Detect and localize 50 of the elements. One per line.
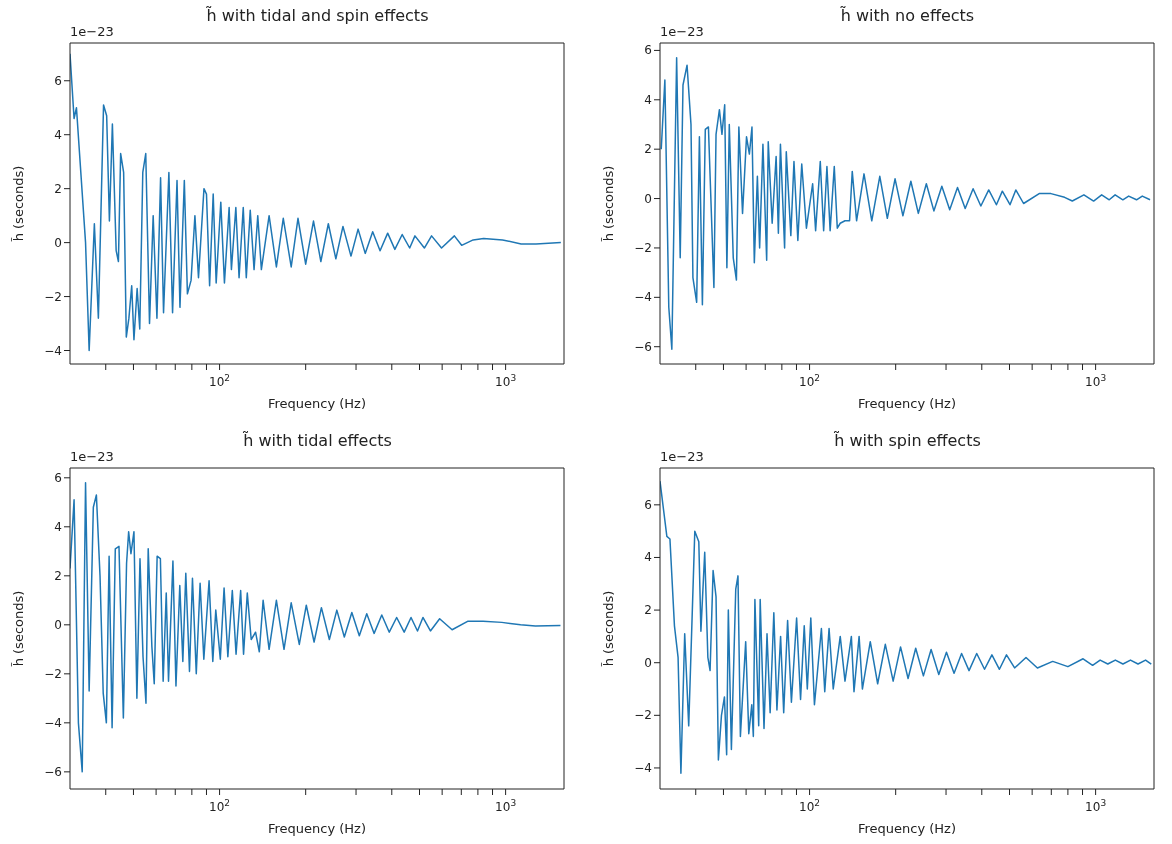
chart-title: h̃ with tidal and spin effects [205, 6, 430, 25]
y-tick-label: −4 [634, 290, 652, 305]
x-tick-label: 10$^{3}$ [1085, 373, 1107, 389]
x-axis-title: Frequency (Hz) [267, 396, 367, 411]
y-tick-label: 2 [644, 142, 652, 157]
x-tick-label: 10$^{2}$ [209, 373, 231, 389]
y-tick-label: 0 [54, 617, 62, 632]
x-tick-label: 10$^{2}$ [799, 373, 821, 389]
y-tick-label: −2 [634, 240, 652, 255]
text: 1e−23 [70, 449, 114, 464]
y-tick-label: 0 [644, 191, 652, 206]
y-tick-label: 6 [644, 497, 652, 512]
y-axis-title: h̃ (seconds) [600, 165, 616, 243]
y-tick-label: 0 [644, 655, 652, 670]
x-axis-title: Frequency (Hz) [857, 821, 957, 836]
text: 1e−23 [660, 449, 704, 464]
y-tick-label: 4 [644, 550, 652, 565]
y-tick-label: 4 [54, 127, 62, 142]
y-tick-label: −6 [634, 339, 652, 354]
y-tick-label: −4 [44, 343, 62, 358]
y-tick-label: 2 [54, 181, 62, 196]
y-tick-label: 4 [644, 92, 652, 107]
x-tick-label: 10$^{3}$ [1085, 798, 1107, 814]
chart-title: h̃ with no effects [839, 6, 976, 25]
y-tick-label: −2 [634, 708, 652, 723]
text: 1e−23 [70, 24, 114, 39]
text: 1e−23 [660, 24, 704, 39]
x-tick-label: 10$^{2}$ [209, 798, 231, 814]
x-axis-title: Frequency (Hz) [267, 821, 367, 836]
y-tick-label: 0 [54, 235, 62, 250]
y-tick-label: −4 [44, 715, 62, 730]
y-tick-label: 2 [644, 603, 652, 618]
y-axis-title: h̃ (seconds) [10, 165, 26, 243]
y-tick-label: −4 [634, 760, 652, 775]
y-tick-label: 6 [644, 43, 652, 58]
y-tick-label: −2 [44, 666, 62, 681]
x-axis-title: Frequency (Hz) [857, 396, 957, 411]
y-tick-label: 2 [54, 568, 62, 583]
y-tick-label: −6 [44, 764, 62, 779]
chart-title: h̃ with tidal effects [242, 431, 393, 450]
x-tick-label: 10$^{3}$ [495, 373, 517, 389]
x-tick-label: 10$^{3}$ [495, 798, 517, 814]
chart-title: h̃ with spin effects [833, 431, 982, 450]
y-tick-label: −2 [44, 289, 62, 304]
y-tick-label: 6 [54, 73, 62, 88]
x-tick-label: 10$^{2}$ [799, 798, 821, 814]
y-tick-label: 4 [54, 519, 62, 534]
y-tick-label: 6 [54, 470, 62, 485]
y-axis-title: h̃ (seconds) [10, 590, 26, 668]
y-axis-title: h̃ (seconds) [600, 590, 616, 668]
